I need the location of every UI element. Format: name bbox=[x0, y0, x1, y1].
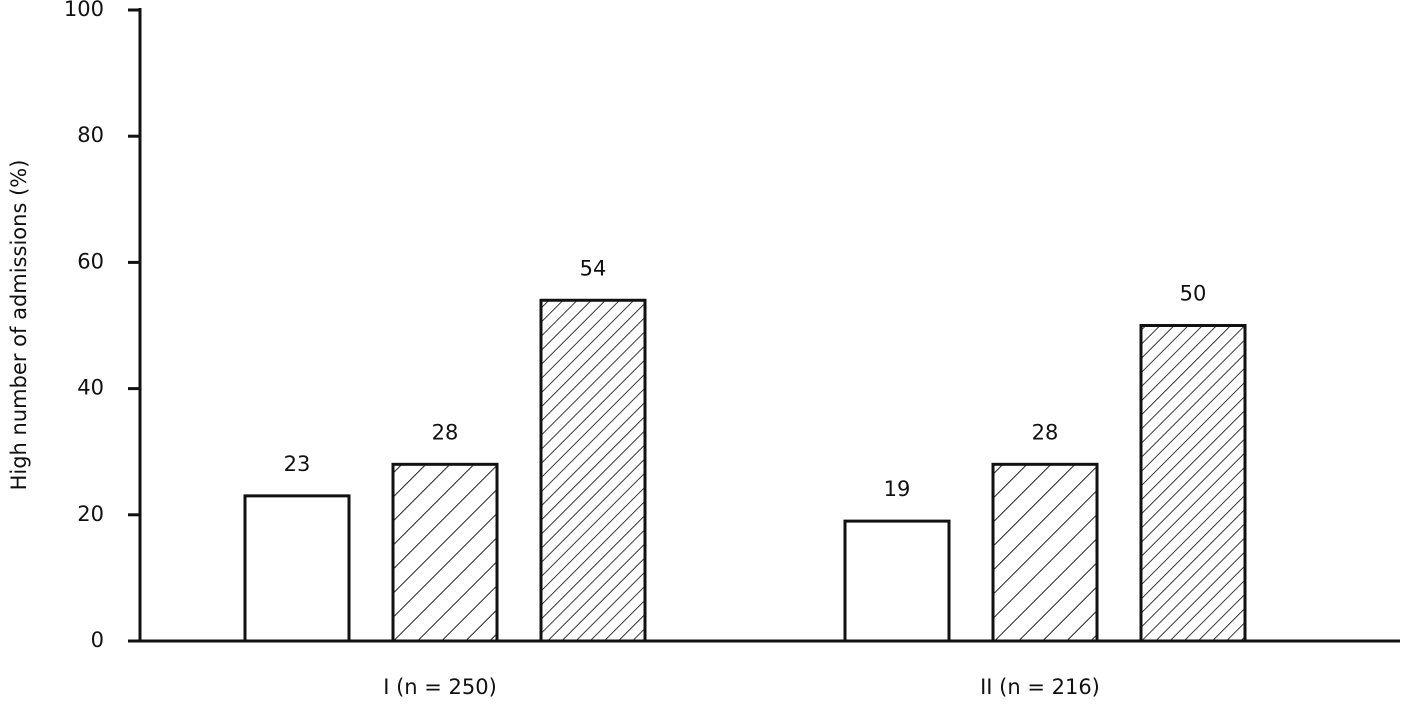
y-tick-label: 100 bbox=[64, 0, 104, 21]
x-tick-label: II (n = 216) bbox=[980, 675, 1100, 699]
value-label: 19 bbox=[884, 477, 911, 501]
y-tick-label: 80 bbox=[77, 123, 104, 147]
bar bbox=[1139, 324, 1247, 643]
value-label: 28 bbox=[432, 420, 459, 444]
value-label: 28 bbox=[1032, 420, 1059, 444]
y-tick-label: 20 bbox=[77, 502, 104, 526]
y-tick-label: 40 bbox=[77, 376, 104, 400]
bar bbox=[843, 519, 951, 643]
y-tick-label: 60 bbox=[77, 249, 104, 273]
x-tick-label: I (n = 250) bbox=[383, 675, 497, 699]
value-label: 23 bbox=[284, 452, 311, 476]
value-label: 50 bbox=[1180, 282, 1207, 306]
value-label: 54 bbox=[580, 256, 607, 280]
bar bbox=[243, 494, 351, 643]
bar bbox=[991, 462, 1099, 643]
bar bbox=[539, 298, 647, 643]
y-axis-label: High number of admissions (%) bbox=[7, 160, 31, 491]
y-tick-label: 0 bbox=[91, 628, 104, 652]
bar bbox=[391, 462, 499, 643]
